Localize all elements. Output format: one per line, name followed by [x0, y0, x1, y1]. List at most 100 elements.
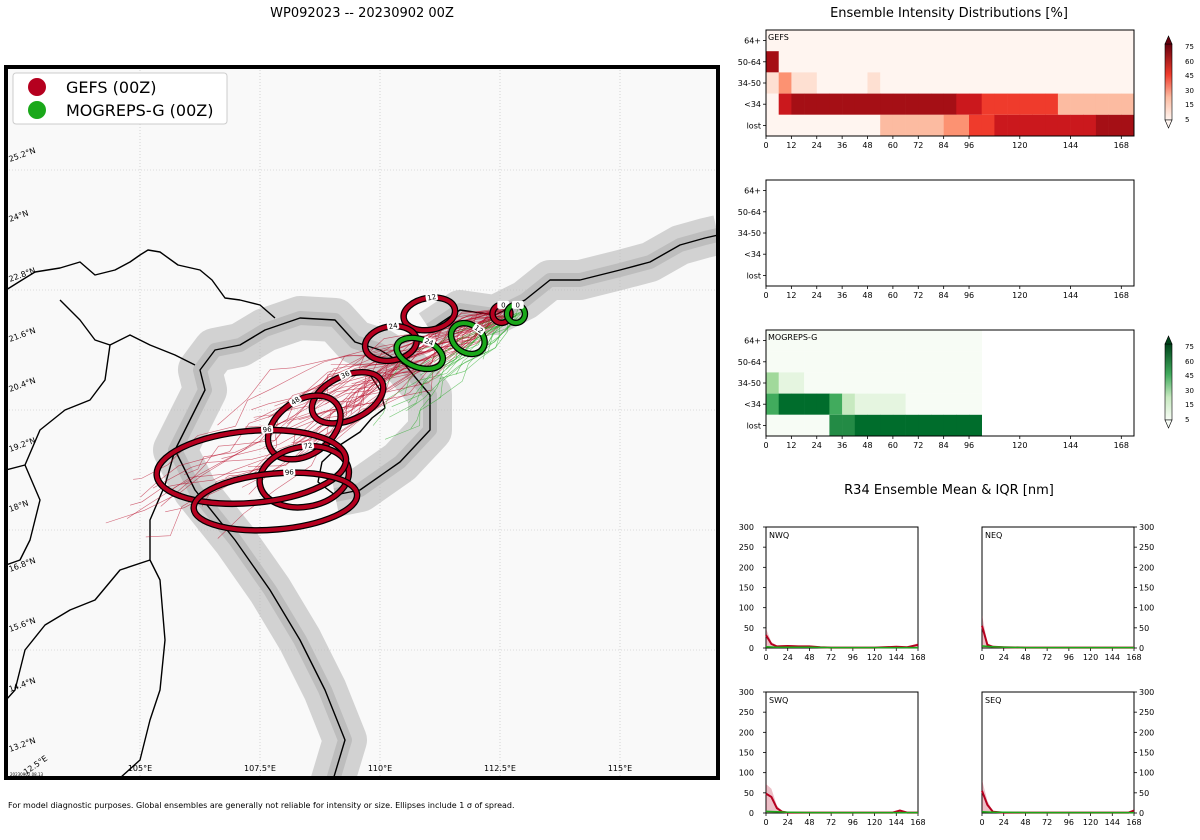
- forecast-hour-tick: 60: [888, 291, 898, 300]
- heatmap-cell: [994, 114, 1008, 136]
- heatmap-cell: [956, 93, 970, 115]
- heatmap-cell: [816, 330, 830, 352]
- heatmap-cell: [804, 51, 818, 73]
- r34-quadrant-label: SWQ: [769, 696, 788, 705]
- heatmap-cell: [842, 72, 856, 94]
- heatmap-cell: [892, 51, 906, 73]
- colorbar-tick: 15: [1185, 401, 1194, 409]
- r34-x-tick: 144: [889, 818, 904, 827]
- heatmap-cell: [1019, 72, 1033, 94]
- legend-mogreps-marker: [28, 101, 46, 119]
- heatmap-cell: [1032, 51, 1046, 73]
- heatmap-cell: [829, 114, 843, 136]
- intensity-row-label: lost: [747, 121, 761, 130]
- r34-y-tick: 50: [1139, 624, 1149, 633]
- heatmap-cell: [918, 93, 932, 115]
- r34-x-tick: 0: [979, 653, 984, 662]
- heatmap-cell: [867, 30, 881, 52]
- heatmap-cell: [804, 30, 818, 52]
- heatmap-cell: [854, 372, 868, 394]
- forecast-hour-tick: 144: [1063, 141, 1078, 150]
- r34-x-tick: 24: [999, 818, 1009, 827]
- heatmap-cell: [892, 330, 906, 352]
- mogreps-r34-mean-line: [981, 811, 1134, 814]
- heatmap-cell: [854, 72, 868, 94]
- r34-frame: [765, 691, 919, 814]
- r34-y-tick: 200: [739, 728, 754, 737]
- heatmap-cell: [1070, 93, 1084, 115]
- heatmap-cell: [867, 330, 881, 352]
- heatmap-cell: [842, 51, 856, 73]
- lon-tick-labels: 105°E 107.5°E 110°E 112.5°E 115°E: [128, 764, 632, 773]
- heatmap-cell: [918, 30, 932, 52]
- heatmap-cell: [804, 393, 818, 415]
- heatmap-cell: [1070, 114, 1084, 136]
- heatmap-cell: [892, 351, 906, 373]
- heatmap-cell: [816, 372, 830, 394]
- r34-x-tick: 24: [999, 653, 1009, 662]
- mogreps-colorbar: 75 60 45 30 15 5: [1164, 335, 1194, 429]
- heatmap-cell: [1019, 51, 1033, 73]
- heatmap-cell: [981, 30, 995, 52]
- heatmap-cell: [1057, 93, 1071, 115]
- heatmap-frame: [765, 179, 1135, 287]
- mogreps-member-track: [384, 316, 521, 440]
- intensity-row-label: 50-64: [738, 58, 761, 67]
- r34-x-tick: 168: [910, 818, 925, 827]
- r34-x-tick: 72: [826, 818, 836, 827]
- intensity-row-label: 64+: [744, 37, 761, 46]
- heatmap-cell: [804, 93, 818, 115]
- r34-y-tick: 250: [1139, 708, 1154, 717]
- r34-panel-nwq: NWQ 300 250 200 150 100 50 00 24 48 72 96 120 144 168: [739, 523, 926, 662]
- forecast-hour-tick: 84: [939, 141, 949, 150]
- heatmap-cell: [829, 30, 843, 52]
- intensity-panels: GEFS 64+ 50-64 34-50 <34 lost 0 12 24 36 48 60 72 84 9…: [738, 29, 1135, 450]
- heatmap-cell: [880, 114, 894, 136]
- r34-panel-swq: SWQ 300 250 200 150 100 50 00 24 48 72 96 120 144 168: [739, 688, 926, 827]
- colorbar-tick: 60: [1185, 58, 1194, 66]
- heatmap-cell: [994, 30, 1008, 52]
- heatmap-cell: [994, 93, 1008, 115]
- r34-x-tick: 48: [1020, 818, 1030, 827]
- lon-tick: 110°E: [368, 764, 392, 773]
- heatmap-cell: [1057, 72, 1071, 94]
- r34-y-tick: 300: [739, 688, 754, 697]
- heatmap-cell: [1007, 72, 1021, 94]
- heatmap-cell: [816, 93, 830, 115]
- r34-x-tick: 168: [1126, 653, 1141, 662]
- r34-y-tick: 50: [1139, 789, 1149, 798]
- heatmap-cell: [918, 414, 932, 436]
- colorbar-tick: 5: [1185, 416, 1189, 424]
- heatmap-cell: [918, 372, 932, 394]
- heatmap-cell: [1007, 30, 1021, 52]
- r34-x-tick: 48: [1020, 653, 1030, 662]
- heatmap-cell: [931, 330, 944, 352]
- heatmap-cell: [842, 330, 856, 352]
- heatmap-cell: [969, 393, 982, 415]
- heatmap-cell: [892, 414, 906, 436]
- heatmap-cell: [880, 330, 894, 352]
- heatmap-cell: [918, 351, 932, 373]
- heatmap-cell: [905, 93, 919, 115]
- forecast-hour-tick: 120: [1012, 441, 1027, 450]
- heatmap-model-label: GEFS: [768, 33, 789, 42]
- intensity-row-label: 34-50: [738, 79, 761, 88]
- heatmap-cell: [778, 93, 792, 115]
- heatmap-cell: [956, 330, 970, 352]
- heatmap-cell: [918, 393, 932, 415]
- gefs-ellipse: 72: [256, 441, 353, 511]
- heatmap-cell: [956, 51, 970, 73]
- heatmap-cell: [778, 51, 792, 73]
- gefs-ellipse: 96: [153, 425, 350, 507]
- heatmap-model-label: MOGREPS-G: [768, 333, 817, 342]
- heatmap-cell: [1121, 72, 1135, 94]
- heatmap-cell: [1108, 72, 1122, 94]
- heatmap-cell: [969, 330, 982, 352]
- heatmap-cell: [1045, 30, 1059, 52]
- heatmap-cell: [892, 72, 906, 94]
- mogreps-ellipse: 24: [393, 334, 447, 373]
- forecast-hour-tick: 72: [913, 291, 923, 300]
- heatmap-cell: [854, 30, 868, 52]
- heatmap-cell: [816, 393, 830, 415]
- intensity-row-label: 64+: [744, 337, 761, 346]
